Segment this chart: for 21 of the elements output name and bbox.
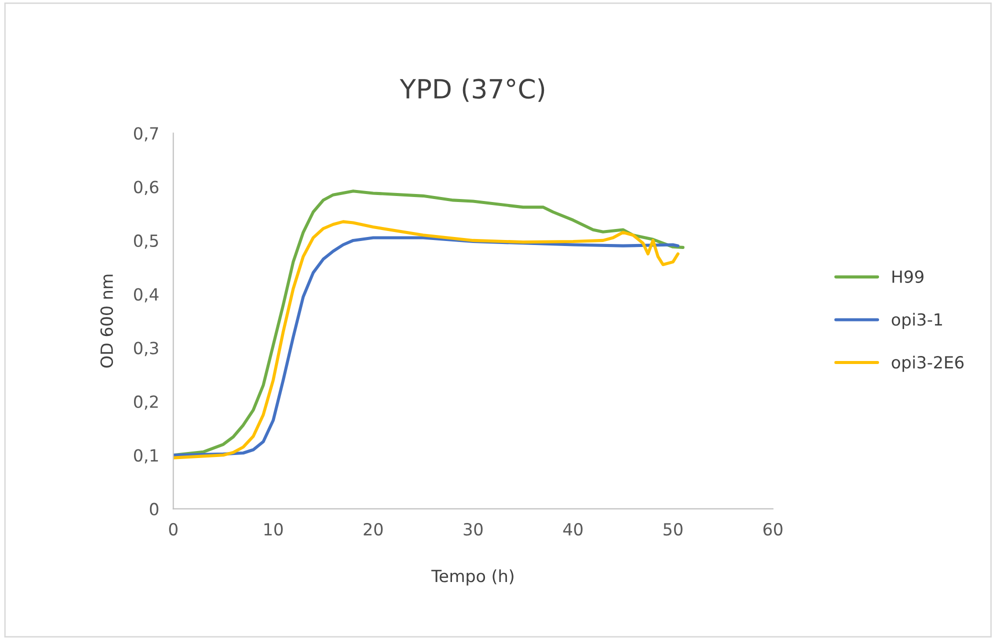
y-tick-label: 0,2 xyxy=(134,395,158,410)
y-tick-label: 0,1 xyxy=(134,449,158,464)
x-tick-label: 10 xyxy=(264,522,283,536)
y-axis-title: OD 600 nm xyxy=(100,274,114,368)
chart-title: YPD (37°C) xyxy=(400,78,544,102)
y-tick-label: 0,7 xyxy=(134,127,158,142)
legend-label: opi3-1 xyxy=(892,312,942,330)
legend-label: H99 xyxy=(892,270,924,283)
x-tick-label: 50 xyxy=(664,522,682,536)
y-tick-label: 0,5 xyxy=(134,234,158,249)
x-tick-label: 40 xyxy=(563,522,583,536)
x-tick-label: 30 xyxy=(464,522,483,536)
legend-label: opi3-2E6 xyxy=(892,356,964,372)
x-tick-label: 60 xyxy=(763,522,782,536)
y-tick-label: 0 xyxy=(150,502,158,516)
y-tick-label: 0,3 xyxy=(134,342,158,356)
x-tick-label: 20 xyxy=(364,522,383,536)
x-axis-title: Tempo (h) xyxy=(431,569,514,586)
y-tick-label: 0,6 xyxy=(134,180,158,196)
y-tick-label: 0,4 xyxy=(134,288,158,302)
x-tick-label: 0 xyxy=(169,522,178,536)
